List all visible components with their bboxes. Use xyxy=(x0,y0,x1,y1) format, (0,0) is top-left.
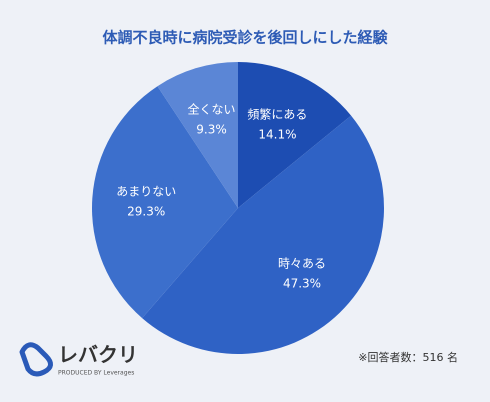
slice-label: 頻繁にある xyxy=(247,106,307,121)
pie-slice xyxy=(157,62,238,208)
value-label: 14.1% xyxy=(258,127,296,141)
pie-slice xyxy=(142,115,385,355)
logo-tagline: PRODUCED BY Leverages xyxy=(58,370,134,377)
slice-label: あまりない xyxy=(116,184,176,198)
logo-name: レバクリ xyxy=(58,343,138,367)
value-label: 9.3% xyxy=(196,122,227,136)
chart-title: 体調不良時に病院受診を後回しにした経験 xyxy=(102,29,388,47)
slice-label: 全くない xyxy=(187,101,235,116)
pie-slice xyxy=(238,62,352,208)
logo-icon xyxy=(19,342,53,377)
pie-slice xyxy=(92,86,238,319)
note: ※回答者数：516 名 xyxy=(358,350,458,364)
logo-shape xyxy=(19,342,53,377)
value-label: 47.3% xyxy=(283,277,321,291)
value-label: 29.3% xyxy=(127,204,165,218)
slice-label: 時々ある xyxy=(278,257,326,271)
